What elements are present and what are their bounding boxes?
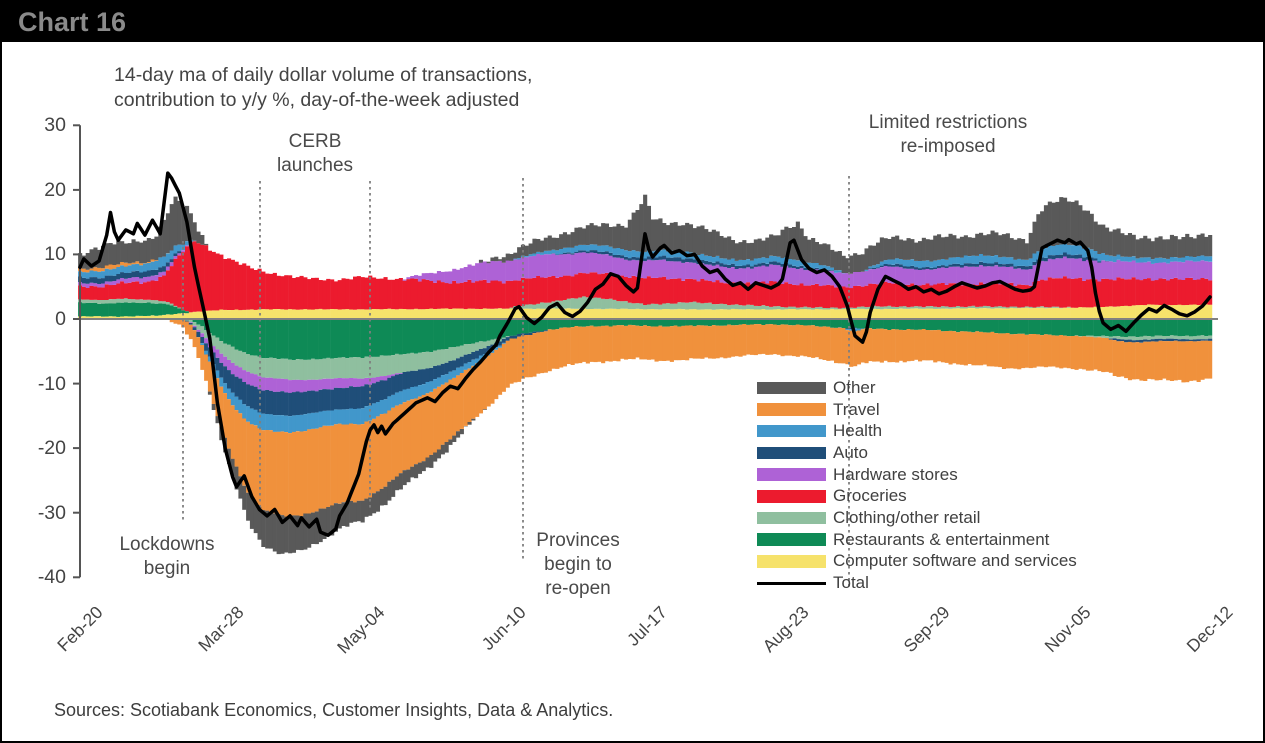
y-tick-label: 30 <box>44 114 66 137</box>
y-tick-label: -10 <box>37 372 66 395</box>
annotation-label: Limited restrictions re-imposed <box>868 112 1028 157</box>
legend-item: Computer software and services <box>757 551 1077 573</box>
legend-item: Restaurants & entertainment <box>757 529 1077 551</box>
source-note: Sources: Scotiabank Economics, Customer … <box>54 700 614 720</box>
annotation-label: Provinces begin to re-open <box>536 530 620 599</box>
chart-subtitle: 14-day ma of daily dollar volume of tran… <box>114 64 533 111</box>
y-tick-label: -40 <box>37 566 66 589</box>
legend-label: Auto <box>833 442 868 462</box>
y-tick-label: -30 <box>37 501 66 524</box>
legend-line-swatch <box>757 581 826 585</box>
legend-label: Total <box>833 573 869 593</box>
legend-item: Hardware stores <box>757 464 1077 486</box>
legend-color-swatch <box>757 381 826 395</box>
legend-item: Clothing/other retail <box>757 507 1077 529</box>
y-axis <box>73 124 81 579</box>
bars-layer <box>78 194 1213 555</box>
legend-color-swatch <box>757 446 826 460</box>
legend-item: Other <box>757 377 1077 399</box>
legend-label: Health <box>833 421 883 441</box>
legend-label: Groceries <box>833 486 907 506</box>
legend-color-swatch <box>757 511 826 525</box>
legend-label: Hardware stores <box>833 464 958 484</box>
legend-color-swatch <box>757 555 826 568</box>
annotation-label: CERB launches <box>276 131 354 176</box>
title-bar: Chart 16 <box>2 2 1263 42</box>
legend-color-swatch <box>757 490 826 503</box>
chart-legend: Other Travel Health Auto Hardware stores Groc… <box>757 377 1077 594</box>
total-line <box>78 171 1212 538</box>
legend-label: Computer software and services <box>833 551 1077 571</box>
legend-item: Health <box>757 420 1077 442</box>
annotation-label: Lockdowns begin <box>119 534 215 579</box>
legend-label: Clothing/other retail <box>833 507 981 527</box>
legend-color-swatch <box>757 403 826 416</box>
y-tick-label: 20 <box>44 178 66 201</box>
legend-item: Groceries <box>757 485 1077 507</box>
y-tick-label: 10 <box>44 243 66 266</box>
y-tick-label: 0 <box>55 308 66 330</box>
legend-label: Other <box>833 377 876 397</box>
legend-color-swatch <box>757 468 826 481</box>
legend-label: Restaurants & entertainment <box>833 529 1050 549</box>
legend-color-swatch <box>757 533 826 546</box>
legend-item: Travel <box>757 399 1077 421</box>
legend-color-swatch <box>757 424 826 438</box>
legend-item: Auto <box>757 442 1077 464</box>
legend-label: Travel <box>833 399 880 419</box>
legend-item: Total <box>757 572 1077 594</box>
chart-number-title: Chart 16 <box>18 7 127 37</box>
y-tick-label: -20 <box>37 437 66 460</box>
